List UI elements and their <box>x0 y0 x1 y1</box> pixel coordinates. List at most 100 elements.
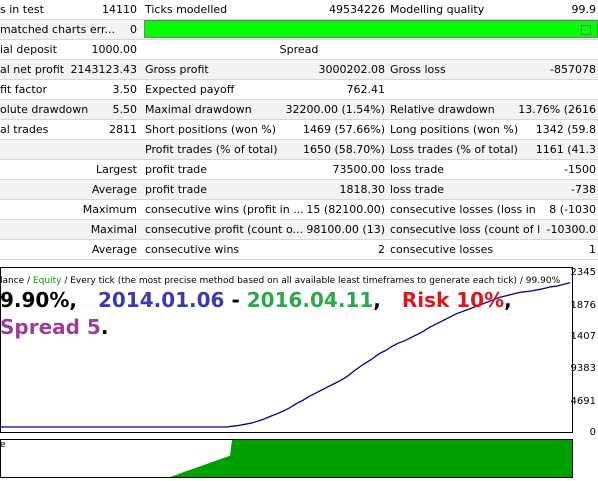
row-value: 3.50 <box>112 83 138 96</box>
row-label-3: Gross loss <box>390 63 446 76</box>
row-value: 2143123.43 <box>70 63 137 76</box>
spread-header: Spread <box>279 43 319 56</box>
row-label-3: Relative drawdown <box>390 103 495 116</box>
report-row: Maximal consecutive profit (count o... 981… <box>0 220 598 240</box>
row-label-3: Long positions (won %) <box>390 123 519 136</box>
row-label: al net profit <box>0 63 65 76</box>
row-value-3: -10300.0 <box>546 223 596 236</box>
row-value-2: 49534226 <box>329 3 385 16</box>
overlay-quality: 9.90%, <box>0 288 77 312</box>
report-row: al net profit 2143123.43 Gross profit 30002… <box>0 60 598 80</box>
row-label: Largest <box>96 163 137 176</box>
row-label-3: loss trade <box>390 183 445 196</box>
row-value-2: 3000202.08 <box>318 63 385 76</box>
yaxis-tick-4: 4691 <box>570 396 596 407</box>
overlay-risk: Risk 10% <box>401 288 505 312</box>
chart-legend: lance / Equity / Every tick (the most pr… <box>0 276 560 286</box>
overlay-spread: Spread 5. <box>0 315 108 339</box>
row-value: 0 <box>130 23 137 36</box>
report-row: Profit trades (% of total) 1650 (58.70%) L… <box>0 140 598 160</box>
row-label: s in test <box>0 3 44 16</box>
row-value-3: 1342 (59.8 <box>535 123 596 136</box>
row-label-2: Short positions (won %) <box>145 123 277 136</box>
row-label: Average <box>91 183 137 196</box>
row-value-3: 13.76% (2616 <box>518 103 596 116</box>
report-row: fit factor 3.50 Expected payoff 762.41 <box>0 80 598 100</box>
row-value-2: 73500.00 <box>332 163 386 176</box>
row-label-2: consecutive wins <box>145 243 240 256</box>
chart-area: lance / Equity / Every tick (the most pr… <box>0 267 598 481</box>
row-value-2: 1818.30 <box>339 183 386 196</box>
row-label-3: Modelling quality <box>390 3 485 16</box>
equity-line <box>0 282 571 428</box>
row-value-3: -857078 <box>550 63 596 76</box>
report-row: Maximum consecutive wins (profit in ... 15… <box>0 200 598 220</box>
row-label-2: Ticks modelled <box>145 3 228 16</box>
yaxis-tick-0: 2345 <box>570 267 596 278</box>
row-label-3: Loss trades (% of total) <box>390 143 518 156</box>
report-table: s in test 14110 Ticks modelled 49534226 Mode… <box>0 0 598 260</box>
report-row: al trades 2811 Short positions (won %) 1469… <box>0 120 598 140</box>
row-value: 5.50 <box>112 103 138 116</box>
row-label: al trades <box>0 123 49 136</box>
row-value: 14110 <box>102 3 137 16</box>
row-value-3: -1500 <box>564 163 596 176</box>
row-label-2: Gross profit <box>145 63 209 76</box>
overlay-spread-label: Spread 5 <box>0 315 101 339</box>
report-row: matched charts err... 0 <box>0 20 598 40</box>
row-label: Maximum <box>82 203 137 216</box>
volume-frame <box>0 439 573 478</box>
report-row: ial deposit 1000.00 Spread <box>0 40 598 60</box>
overlay-comma: , <box>373 288 381 312</box>
row-value-3: 8 (-1030 <box>549 203 596 216</box>
yaxis-tick-3: 9383 <box>570 363 596 374</box>
row-label-2: Profit trades (% of total) <box>145 143 278 156</box>
row-label: matched charts err... <box>0 23 115 36</box>
row-label-2: consecutive wins (profit in ... <box>145 203 304 216</box>
overlay-dot: . <box>100 315 109 339</box>
row-label-2: Maximal drawdown <box>145 103 252 116</box>
overlay-comma2: , <box>504 288 512 312</box>
volume-label: e <box>0 440 6 450</box>
overlay-date-start: 2014.01.06 <box>97 288 225 312</box>
row-label: fit factor <box>0 83 47 96</box>
row-label-2: profit trade <box>145 163 208 176</box>
report-row: Average consecutive wins 2 consecutive loss… <box>0 240 598 260</box>
yaxis-tick-1: 1876 <box>570 300 596 311</box>
report-row: s in test 14110 Ticks modelled 49534226 Mode… <box>0 0 598 20</box>
row-label-3: consecutive losses (loss in ... <box>390 203 540 216</box>
yaxis-tick-2: 1407 <box>570 331 596 342</box>
volume-area <box>170 440 572 477</box>
row-label: ial deposit <box>0 43 57 56</box>
row-label-2: profit trade <box>145 183 208 196</box>
mismatch-indicator <box>144 20 598 38</box>
chart-frame <box>0 267 573 433</box>
row-label-3: loss trade <box>390 163 445 176</box>
row-value-2: 762.41 <box>346 83 386 96</box>
row-value-2: 15 (82100.00) <box>306 203 385 216</box>
legend-equity: Equity <box>32 276 62 286</box>
row-label-2: Expected payoff <box>145 83 235 96</box>
row-value: 1000.00 <box>91 43 138 56</box>
row-value-2: 98100.00 (13) <box>306 223 385 236</box>
row-value-2: 1650 (58.70%) <box>302 143 385 156</box>
row-value-3: 1 <box>589 243 596 256</box>
equity-chart <box>0 267 573 478</box>
row-label: Average <box>91 243 137 256</box>
row-value-2: 1469 (57.66%) <box>302 123 385 136</box>
row-label: olute drawdown <box>0 103 89 116</box>
legend-desc: / Every tick (the most precise method ba… <box>61 276 561 286</box>
overlay-stats: 9.90%, 2014.01.06 - 2016.04.11, Risk 10%… <box>0 288 512 312</box>
row-label-3: consecutive loss (count of l... <box>390 223 540 236</box>
row-label-3: consecutive losses <box>390 243 494 256</box>
row-value-3: -738 <box>571 183 596 196</box>
row-label: Maximal <box>90 223 137 236</box>
report-row: Largest profit trade 73500.00 loss trade -15… <box>0 160 598 180</box>
overlay-dash: - <box>231 288 240 312</box>
yaxis-tick-5: 0 <box>589 427 596 438</box>
row-value-3: 99.9 <box>571 3 597 16</box>
report-row: Average profit trade 1818.30 loss trade -738 <box>0 180 598 200</box>
report-row: olute drawdown 5.50 Maximal drawdown 32200.… <box>0 100 598 120</box>
row-label-2: consecutive profit (count o... <box>145 223 303 236</box>
row-value-2: 32200.00 (1.54%) <box>285 103 385 116</box>
